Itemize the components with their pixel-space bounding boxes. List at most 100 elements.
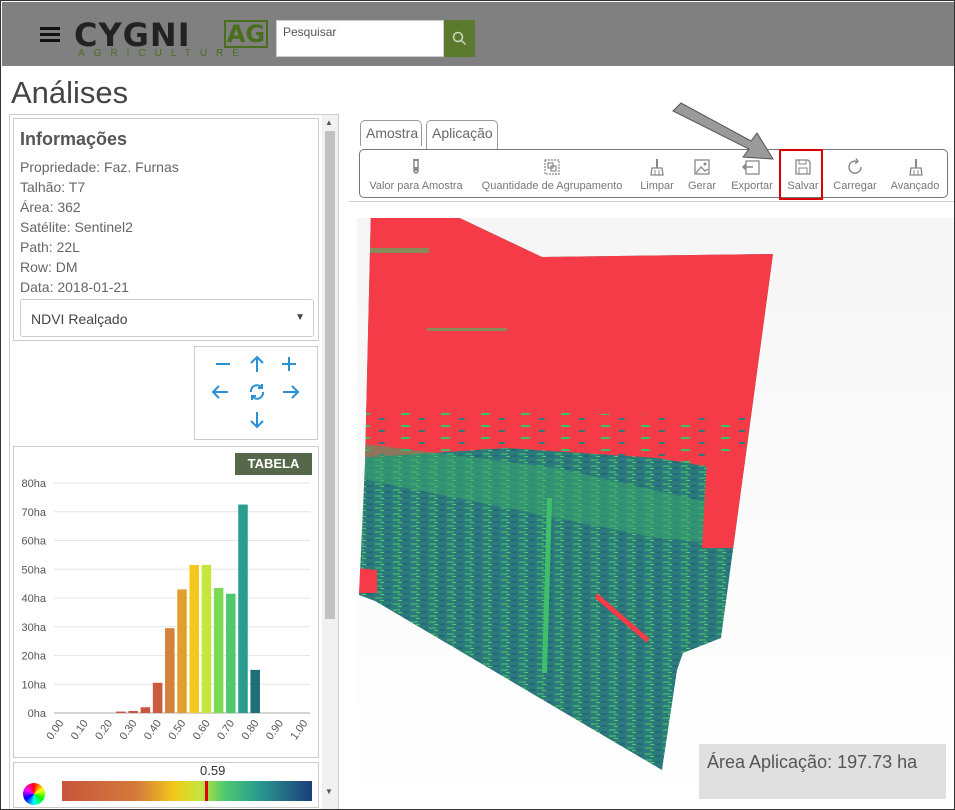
group-quantity-button[interactable]: Quantidade de Agrupamento [476, 150, 628, 197]
test-tube-icon [413, 159, 419, 174]
map-navigation [194, 346, 318, 440]
scroll-thumb[interactable] [325, 131, 335, 619]
histogram-bar [238, 504, 248, 713]
tool-label: Exportar [731, 180, 773, 192]
info-plot: Talhão: T7 [20, 179, 86, 195]
histogram-bar [226, 593, 236, 713]
tab-amostra[interactable]: Amostra [360, 120, 422, 146]
pan-down-button[interactable] [245, 409, 269, 431]
layer-select-value: NDVI Realçado [31, 311, 128, 327]
x-tick-label: 0.50 [166, 718, 188, 742]
toolbar-divider [349, 201, 954, 202]
info-area: Área: 362 [20, 199, 81, 215]
load-button[interactable]: Carregar [830, 150, 880, 197]
logo-ag-mark: AG [224, 20, 268, 48]
scroll-up-icon[interactable]: ▲ [325, 118, 333, 127]
generate-button[interactable]: Gerar [682, 150, 722, 197]
search-icon [452, 31, 467, 46]
info-panel: Informações Propriedade: Faz. Furnas Tal… [13, 118, 319, 341]
y-tick-label: 40ha [22, 593, 47, 605]
logo[interactable]: CYGNI AG AGRICULTURE [74, 18, 270, 60]
arrow-up-icon [250, 355, 264, 372]
y-tick-label: 0ha [28, 708, 47, 720]
right-panel: Amostra Aplicação Valor para Amostra Qua… [349, 114, 954, 809]
search-input[interactable]: Pesquisar [276, 20, 444, 57]
color-wheel-icon[interactable] [23, 783, 45, 805]
image-icon [694, 159, 710, 175]
left-panel: Informações Propriedade: Faz. Furnas Tal… [9, 114, 339, 809]
map-canvas[interactable] [357, 208, 954, 809]
tool-label: Limpar [640, 180, 674, 192]
info-row: Row: DM [20, 259, 78, 275]
histogram-bar [201, 564, 212, 713]
info-property: Propriedade: Faz. Furnas [20, 159, 179, 175]
menu-icon[interactable] [40, 27, 60, 43]
y-tick-label: 50ha [22, 564, 47, 576]
export-button[interactable]: Exportar [726, 150, 778, 197]
tab-aplicacao[interactable]: Aplicação [426, 120, 498, 150]
info-title: Informações [20, 129, 128, 149]
y-tick-label: 30ha [22, 622, 47, 634]
pan-up-button[interactable] [245, 353, 269, 375]
y-tick-label: 80ha [22, 478, 47, 490]
x-tick-label: 0.30 [118, 718, 140, 742]
arrow-down-icon [250, 412, 264, 429]
x-tick-label: 0.80 [240, 718, 262, 742]
x-tick-label: 0.10 [69, 718, 91, 742]
histogram-bar [116, 711, 126, 713]
table-button[interactable]: TABELA [235, 453, 312, 475]
x-tick-label: 0.20 [93, 718, 115, 742]
save-icon [795, 159, 811, 175]
histogram-bar [213, 587, 224, 713]
x-tick-label: 0.00 [44, 718, 66, 742]
search-button[interactable] [444, 20, 475, 57]
advanced-button[interactable]: Avançado [886, 150, 944, 197]
scrollbar[interactable]: ▲ ▼ [322, 115, 338, 809]
histogram-bar [177, 589, 187, 713]
logo-subtitle: AGRICULTURE [78, 48, 248, 59]
top-bar: CYGNI AG AGRICULTURE Pesquisar [2, 2, 954, 66]
broom-advanced-icon [909, 159, 923, 176]
legend-marker[interactable] [205, 781, 208, 801]
plus-icon [282, 357, 296, 371]
legend-value: 0.59 [200, 763, 226, 778]
pan-right-button[interactable] [279, 381, 303, 403]
histogram-bar [128, 710, 138, 713]
pan-left-button[interactable] [209, 381, 233, 403]
legend-gradient [62, 781, 312, 801]
info-path: Path: 22L [20, 239, 80, 255]
grid-group-icon [544, 159, 560, 175]
save-button[interactable]: Salvar [782, 150, 824, 197]
application-area-label: Área Aplicação: 197.73 ha [699, 744, 946, 799]
refresh-icon [848, 158, 862, 174]
y-tick-label: 70ha [22, 507, 47, 519]
tool-label: Gerar [687, 180, 717, 192]
scroll-down-icon[interactable]: ▼ [325, 787, 333, 796]
tool-label: Salvar [787, 180, 819, 192]
broom-icon [650, 159, 664, 176]
tool-label: Carregar [833, 180, 877, 192]
y-tick-label: 20ha [22, 651, 47, 663]
info-satellite: Satélite: Sentinel2 [20, 219, 133, 235]
reset-view-button[interactable] [245, 381, 269, 403]
value-for-sample-button[interactable]: Valor para Amostra [364, 150, 468, 197]
info-date: Data: 2018-01-21 [20, 279, 129, 295]
zoom-in-button[interactable] [277, 353, 301, 375]
tool-label: Valor para Amostra [369, 180, 463, 192]
page-title: Análises [11, 75, 129, 110]
zoom-out-button[interactable] [211, 353, 235, 375]
tool-label: Quantidade de Agrupamento [481, 180, 623, 192]
histogram-bar [250, 669, 260, 713]
caret-down-icon: ▼ [295, 312, 305, 323]
layer-select[interactable]: NDVI Realçado ▼ [20, 299, 314, 337]
color-legend: 0.59 [13, 762, 319, 808]
x-tick-label: 1.00 [288, 718, 310, 742]
arrow-right-icon [283, 385, 300, 399]
y-tick-label: 10ha [22, 679, 47, 691]
x-tick-label: 0.40 [142, 718, 164, 742]
field-map [359, 208, 773, 770]
toolbar: Valor para Amostra Quantidade de Agrupam… [359, 149, 948, 198]
clear-button[interactable]: Limpar [634, 150, 680, 197]
logo-text: CYGNI [74, 16, 191, 54]
minus-icon [216, 363, 230, 365]
